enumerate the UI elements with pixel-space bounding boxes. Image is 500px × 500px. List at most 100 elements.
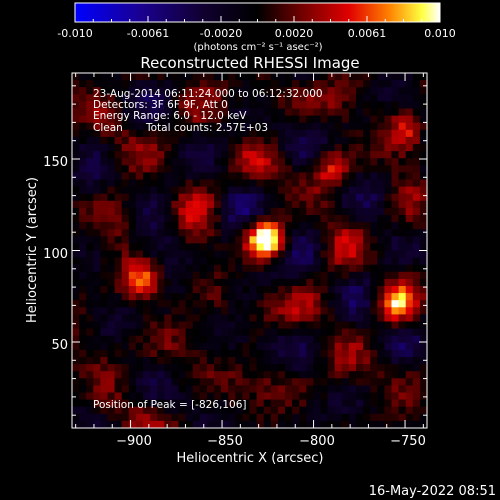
heatmap-cell [93,151,101,159]
heatmap-cell [398,186,407,195]
heatmap-cell [320,413,328,422]
heatmap-cell [199,87,208,95]
heatmap-cell [235,193,243,202]
heatmap-cell [256,321,265,329]
heatmap-cell [242,307,250,315]
heatmap-cell [320,87,328,95]
heatmap-cell [242,420,250,428]
heatmap-cell [192,293,201,301]
heatmap-cell [249,293,257,301]
heatmap-cell [299,207,307,216]
heatmap-cell [356,392,364,400]
heatmap-cell [150,80,158,88]
heatmap-cell [263,378,272,386]
heatmap-cell [192,286,201,294]
heatmap-cell [341,385,350,393]
heatmap-cell [214,144,222,152]
heatmap-cell [206,179,215,187]
heatmap-cell [242,229,250,237]
heatmap-cell [256,420,265,428]
heatmap-cell [356,94,364,102]
heatmap-cell [391,392,399,400]
heatmap-cell [114,406,123,415]
heatmap-cell [93,307,101,315]
heatmap-cell [228,286,236,294]
heatmap-cell [107,122,115,131]
heatmap-cell [299,165,307,173]
heatmap-cell [398,392,407,400]
heatmap-cell [121,158,130,166]
heatmap-cell [377,215,385,223]
heatmap-cell [164,136,172,145]
heatmap-cell [313,264,321,273]
heatmap-cell [285,328,293,337]
heatmap-cell [86,108,94,116]
heatmap-cell [72,399,80,408]
heatmap-cell [171,222,179,230]
heatmap-cell [72,165,80,173]
heatmap-cell [285,229,293,237]
heatmap-cell [143,385,151,393]
heatmap-cell [256,222,265,230]
heatmap-cell [242,172,250,180]
heatmap-cell [157,335,165,344]
heatmap-cell [157,349,165,358]
heatmap-cell [228,122,236,131]
heatmap-cell [171,264,179,273]
heatmap-cell [199,250,208,258]
heatmap-cell [377,413,385,422]
heatmap-cell [100,264,108,273]
heatmap-cell [235,151,243,159]
heatmap-cell [150,278,158,287]
heatmap-cell [292,101,300,109]
heatmap-cell [93,207,101,216]
heatmap-cell [114,215,123,223]
heatmap-cell [398,80,407,88]
heatmap-cell [256,158,265,166]
heatmap-cell [185,186,194,195]
heatmap-cell [86,264,94,273]
heatmap-cell [235,136,243,145]
heatmap-cell [320,328,328,337]
heatmap-cell [100,307,108,315]
heatmap-cell [356,144,364,152]
heatmap-cell [228,420,236,428]
heatmap-cell [363,151,371,159]
heatmap-cell [348,179,357,187]
heatmap-cell [263,321,272,329]
heatmap-cell [171,314,179,322]
heatmap-cell [405,165,414,173]
heatmap-cell [398,250,407,258]
heatmap-cell [214,300,222,308]
heatmap-cell [285,314,293,322]
heatmap-cell [206,300,215,308]
heatmap-cell [157,179,165,187]
heatmap-cell [171,328,179,337]
heatmap-cell [86,349,94,358]
heatmap-cell [79,136,87,145]
heatmap-cell [419,392,427,400]
heatmap-cell [121,151,130,159]
heatmap-cell [398,357,407,365]
heatmap-cell [135,335,144,344]
heatmap-cell [398,286,407,294]
heatmap-cell [192,222,201,230]
heatmap-cell [405,243,414,251]
heatmap-cell [256,300,265,308]
heatmap-cell [72,129,80,138]
heatmap-cell [185,136,194,145]
heatmap-cell [419,300,427,308]
heatmap-cell [206,193,215,202]
heatmap-cell [206,243,215,251]
heatmap-cell [313,364,321,372]
heatmap-cell [192,101,201,109]
heatmap-cell [277,406,286,415]
heatmap-cell [313,342,321,351]
heatmap-cell [299,378,307,386]
heatmap-cell [128,364,137,372]
heatmap-cell [277,278,286,287]
heatmap-cell [107,115,115,124]
heatmap-cell [79,144,87,152]
heatmap-cell [285,108,293,116]
heatmap-cell [214,413,222,422]
